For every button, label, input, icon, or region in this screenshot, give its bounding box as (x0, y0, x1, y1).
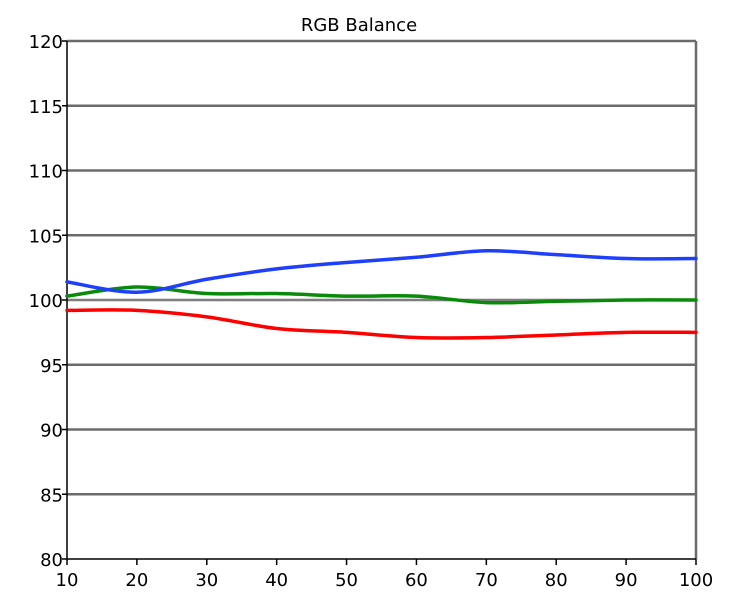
gridlines (67, 39, 698, 559)
y-tick-label: 100 (29, 291, 63, 312)
series-line-red (65, 308, 698, 340)
y-tick-label: 80 (40, 550, 63, 571)
chart-title: RGB Balance (301, 15, 417, 36)
x-tick-label: 40 (265, 570, 288, 591)
x-tick-labels: 10 20 30 40 50 60 70 80 90 100 (56, 570, 714, 591)
x-tick-label: 80 (545, 570, 568, 591)
y-tick-label: 105 (29, 226, 63, 247)
series-lines (65, 249, 698, 340)
series-line-blue (65, 249, 698, 294)
x-tick-label: 30 (195, 570, 218, 591)
x-tick-label: 60 (405, 570, 428, 591)
x-tick-label: 70 (475, 570, 498, 591)
y-tick-label: 95 (40, 356, 63, 377)
x-tick-label: 50 (335, 570, 358, 591)
y-tick-label: 85 (40, 485, 63, 506)
y-tick-label: 115 (29, 97, 63, 118)
x-tick-label: 100 (679, 570, 713, 591)
x-tick-label: 20 (125, 570, 148, 591)
y-tick-label: 110 (29, 162, 63, 183)
x-tick-label: 10 (56, 570, 79, 591)
y-tick-label: 90 (40, 421, 63, 442)
x-tick-label: 90 (615, 570, 638, 591)
axes (62, 40, 697, 565)
y-tick-label: 120 (29, 32, 63, 53)
y-tick-labels: 80 85 90 95 100 105 110 115 120 (29, 32, 63, 571)
series-line-green (65, 285, 698, 305)
